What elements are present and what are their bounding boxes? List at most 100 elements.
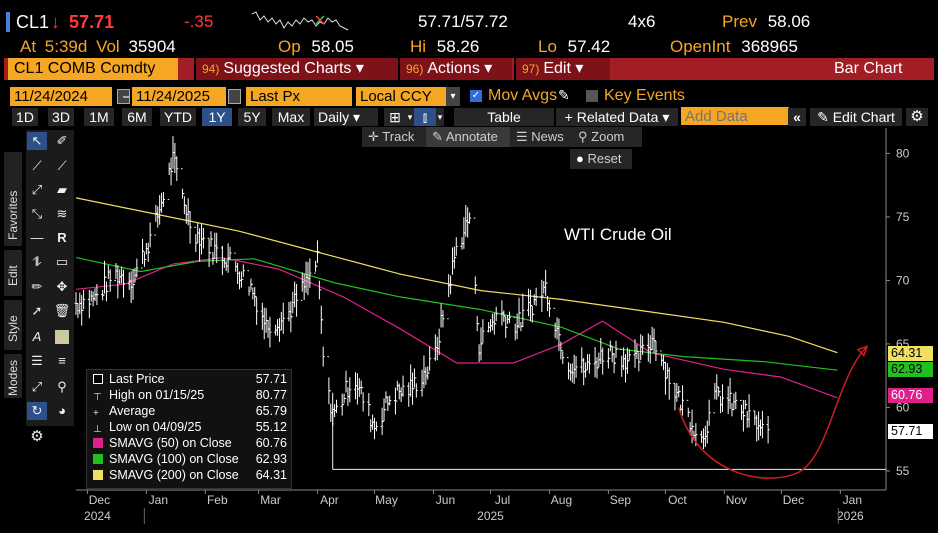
menu-label: Suggested Charts ▾ — [223, 60, 364, 77]
legend-value: 55.12 — [255, 420, 287, 434]
security-field[interactable]: CL1 COMB Comdty — [8, 58, 178, 80]
channel-icon[interactable]: ▰ — [57, 182, 67, 197]
pattern-icon[interactable]: ≋ — [56, 206, 68, 221]
legend-value: 80.77 — [255, 388, 287, 402]
legend-label: Last Price — [109, 372, 165, 386]
actions-menu[interactable]: 96) Actions ▾ — [398, 58, 512, 80]
table-button[interactable]: Table — [454, 108, 554, 126]
move-icon[interactable]: ✥ — [56, 279, 68, 294]
add-data-input[interactable] — [681, 107, 789, 125]
line-width-icon[interactable]: ≡ — [58, 353, 66, 368]
projection-curve — [678, 345, 868, 479]
line-style-icon[interactable]: ☰ — [31, 353, 43, 368]
settings-gear-icon[interactable]: ⚙ — [30, 428, 44, 445]
suggested-charts-menu[interactable]: 94) Suggested Charts ▾ — [194, 58, 398, 80]
fibonacci-icon[interactable]: ⥮ — [32, 254, 42, 269]
price-field-select[interactable]: Last Px — [246, 87, 352, 106]
style-tab[interactable]: Style — [4, 300, 22, 350]
legend-swatch — [93, 454, 103, 464]
legend-label: Average — [109, 404, 156, 418]
legend-label: SMAVG (50) on Close — [109, 436, 232, 450]
reset-button[interactable]: ● Reset — [570, 149, 632, 169]
currency-select[interactable]: Local CCY — [356, 87, 448, 106]
bar-style-icon[interactable]: ⫾ — [414, 108, 436, 126]
period-button[interactable]: 3D — [48, 108, 74, 126]
legend-value: 57.71 — [255, 372, 287, 386]
edit-tab[interactable]: Edit — [4, 250, 22, 296]
x-tick-label: Jan — [843, 493, 862, 507]
cycle-mode-icon[interactable]: ↻ — [27, 402, 47, 420]
news-icon: ☰ — [516, 129, 528, 144]
magnet-mode-icon[interactable]: ⚲ — [57, 379, 67, 394]
modes-tab[interactable]: Modes — [4, 354, 22, 398]
favorites-tab[interactable]: Favorites — [4, 152, 22, 246]
extended-line-icon[interactable]: ⤢ — [31, 182, 43, 197]
period-button[interactable]: 6M — [122, 108, 152, 126]
fill-color-icon[interactable] — [52, 328, 72, 346]
period-button[interactable]: 5Y — [238, 108, 266, 126]
x-tick-label: Mar — [260, 493, 281, 507]
text-tool-icon[interactable]: R — [57, 230, 67, 245]
select-arrow-icon[interactable]: ↖ — [27, 132, 47, 150]
zoom-label: Zoom — [591, 129, 625, 144]
period-button[interactable]: 1Y — [202, 108, 232, 126]
legend-row: ⊤ High on 01/15/25 80.77 — [93, 388, 289, 404]
sma-line-50 — [75, 256, 838, 399]
edit-chart-button[interactable]: ✎ Edit Chart — [810, 108, 902, 126]
bid-ask-size: 4x6 — [628, 12, 656, 31]
brush-icon[interactable]: ✏ — [31, 279, 43, 294]
frequency-select[interactable]: Daily ▾ — [314, 108, 378, 126]
gear-icon[interactable]: ⚙ — [906, 108, 928, 126]
chart-type-label[interactable]: Bar Chart — [834, 60, 903, 77]
news-button[interactable]: ☰ News — [510, 127, 576, 147]
regression-icon[interactable]: ⤡ — [31, 206, 43, 221]
period-button[interactable]: 1D — [12, 108, 38, 126]
period-button[interactable]: 1M — [84, 108, 114, 126]
edit-menu[interactable]: 97) Edit ▾ — [514, 58, 610, 80]
high-price: 58.26 — [436, 37, 480, 56]
reset-label: Reset — [587, 151, 622, 166]
bar-style-dropdown-icon[interactable]: ▾ — [436, 108, 444, 126]
ray-line-icon[interactable]: ⟋ — [57, 158, 67, 173]
key-events-checkbox[interactable] — [586, 90, 598, 102]
chart-style-icon[interactable]: ⊞ — [384, 108, 406, 126]
x-tick-label: Jul — [495, 493, 510, 507]
x-tick-label: Dec — [89, 493, 110, 507]
period-button[interactable]: Max — [272, 108, 310, 126]
sma-line-200 — [75, 197, 838, 354]
annotate-button[interactable]: ✎ Annotate — [426, 127, 516, 147]
start-date-field[interactable]: 11/24/2024 — [10, 87, 112, 106]
pencil-icon[interactable]: ✎ — [558, 87, 570, 103]
open-interest: 368965 — [741, 37, 798, 56]
cursor-icon[interactable]: ➚ — [31, 303, 43, 318]
color-palette-icon[interactable]: ◕ — [58, 403, 66, 418]
quote-time: 5:39d — [44, 37, 88, 56]
draw-dropdown-icon[interactable]: ✐ — [56, 133, 68, 148]
high-marker-icon: ⊤ — [93, 392, 102, 403]
zoom-button[interactable]: ⚲ Zoom — [572, 127, 642, 147]
end-date-field[interactable]: 11/24/2025 — [132, 87, 226, 106]
collapse-icon[interactable]: « — [788, 108, 806, 126]
y-tick-label: 70 — [896, 273, 910, 287]
trash-icon[interactable]: 🗑 — [53, 303, 71, 318]
track-button[interactable]: ✛ Track — [362, 127, 430, 147]
related-data-button[interactable]: + Related Data ▾ — [556, 108, 678, 126]
chart-style-dropdown-icon[interactable]: ▾ — [406, 108, 414, 126]
horizontal-line-icon[interactable]: — — [30, 230, 44, 245]
text-style-icon[interactable]: A — [32, 329, 42, 344]
trend-line-icon[interactable]: ⟋ — [32, 158, 42, 173]
x-tick-label: Dec — [783, 493, 804, 507]
ticker[interactable]: CL1 — [16, 12, 50, 32]
period-button[interactable]: YTD — [160, 108, 196, 126]
reset-icon: ● — [576, 151, 584, 166]
y-tick-label: 80 — [896, 146, 910, 160]
frequency-label: Daily — [318, 109, 350, 125]
calendar-icon[interactable] — [228, 89, 241, 104]
track-label: Track — [382, 129, 415, 144]
x-year-label: 2026 — [837, 509, 864, 523]
currency-dropdown-icon[interactable]: ▾ — [446, 87, 460, 106]
sma50-tag: 60.76 — [888, 388, 933, 403]
crosshair-mode-icon[interactable]: ⤢ — [31, 379, 43, 394]
mov-avgs-checkbox[interactable]: ✓ — [470, 90, 482, 102]
rectangle-icon[interactable]: ▭ — [55, 254, 69, 269]
